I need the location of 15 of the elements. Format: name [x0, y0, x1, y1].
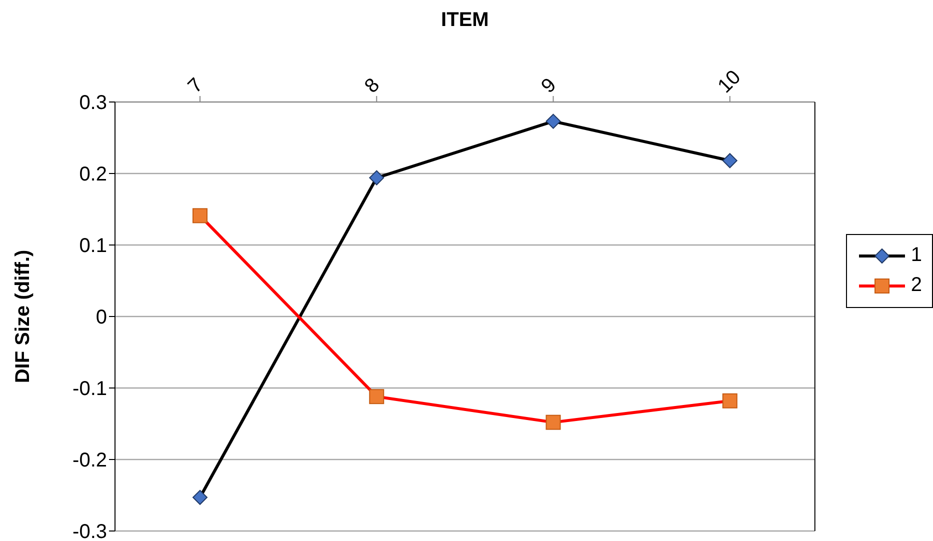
x-tick-label: 7	[184, 74, 208, 98]
y-tick-label: 0	[96, 306, 107, 329]
x-tick-label: 8	[360, 74, 384, 98]
y-tick-label: -0.1	[72, 378, 107, 400]
x-tick-label: 10	[714, 66, 746, 98]
legend-label: 1	[910, 244, 922, 267]
y-tick-label: -0.2	[72, 450, 107, 472]
x-axis-title: ITEM	[441, 9, 489, 32]
y-axis-title: DIF Size (diff.)	[12, 250, 34, 384]
y-tick-label: -0.3	[72, 521, 107, 541]
y-tick-label: 0.1	[79, 235, 107, 258]
x-tick-label: 9	[537, 74, 561, 98]
y-tick-label: 0.2	[79, 164, 107, 186]
legend-label: 2	[910, 274, 922, 297]
y-tick-label: 0.3	[79, 92, 107, 114]
